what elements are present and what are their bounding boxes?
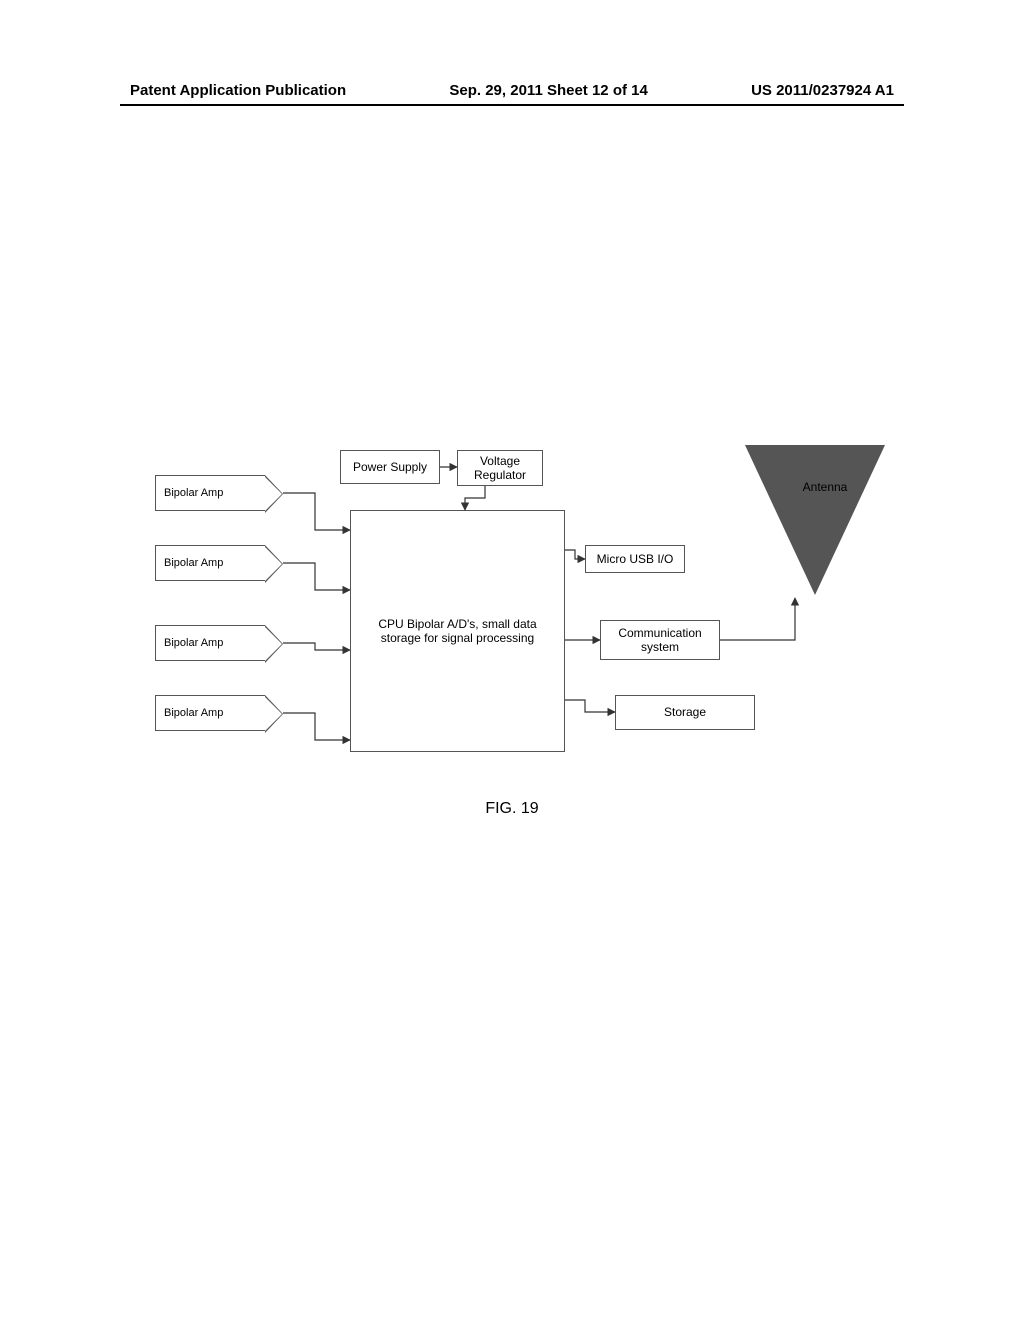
cpu-label: CPU Bipolar A/D's, small data storage fo… [357, 617, 558, 646]
storage-block: Storage [615, 695, 755, 730]
header-rule [120, 104, 904, 106]
bipolar-amp-3: Bipolar Amp [155, 625, 265, 661]
bipolar-amp-2-label: Bipolar Amp [164, 557, 223, 569]
header-left: Patent Application Publication [130, 82, 346, 99]
storage-label: Storage [664, 705, 706, 719]
page-header: Patent Application Publication Sep. 29, … [130, 82, 894, 99]
bipolar-amp-2: Bipolar Amp [155, 545, 265, 581]
power-supply-block: Power Supply [340, 450, 440, 484]
bipolar-amp-4: Bipolar Amp [155, 695, 265, 731]
voltage-regulator-block: Voltage Regulator [457, 450, 543, 486]
communication-system-block: Communication system [600, 620, 720, 660]
micro-usb-label: Micro USB I/O [597, 552, 674, 566]
bipolar-amp-3-label: Bipolar Amp [164, 637, 223, 649]
bipolar-amp-1-label: Bipolar Amp [164, 487, 223, 499]
block-diagram: Bipolar Amp Bipolar Amp Bipolar Amp Bipo… [155, 450, 875, 780]
voltage-regulator-label: Voltage Regulator [474, 454, 526, 483]
antenna-fill [817, 595, 953, 743]
micro-usb-block: Micro USB I/O [585, 545, 685, 573]
bipolar-amp-1: Bipolar Amp [155, 475, 265, 511]
antenna-icon [745, 445, 885, 595]
antenna-label: Antenna [785, 480, 865, 494]
communication-system-label: Communication system [607, 626, 713, 655]
header-mid: Sep. 29, 2011 Sheet 12 of 14 [449, 82, 647, 99]
header-right: US 2011/0237924 A1 [751, 82, 894, 99]
bipolar-amp-4-label: Bipolar Amp [164, 707, 223, 719]
figure-caption: FIG. 19 [0, 800, 1024, 818]
power-supply-label: Power Supply [353, 460, 427, 474]
cpu-block: CPU Bipolar A/D's, small data storage fo… [350, 510, 565, 752]
